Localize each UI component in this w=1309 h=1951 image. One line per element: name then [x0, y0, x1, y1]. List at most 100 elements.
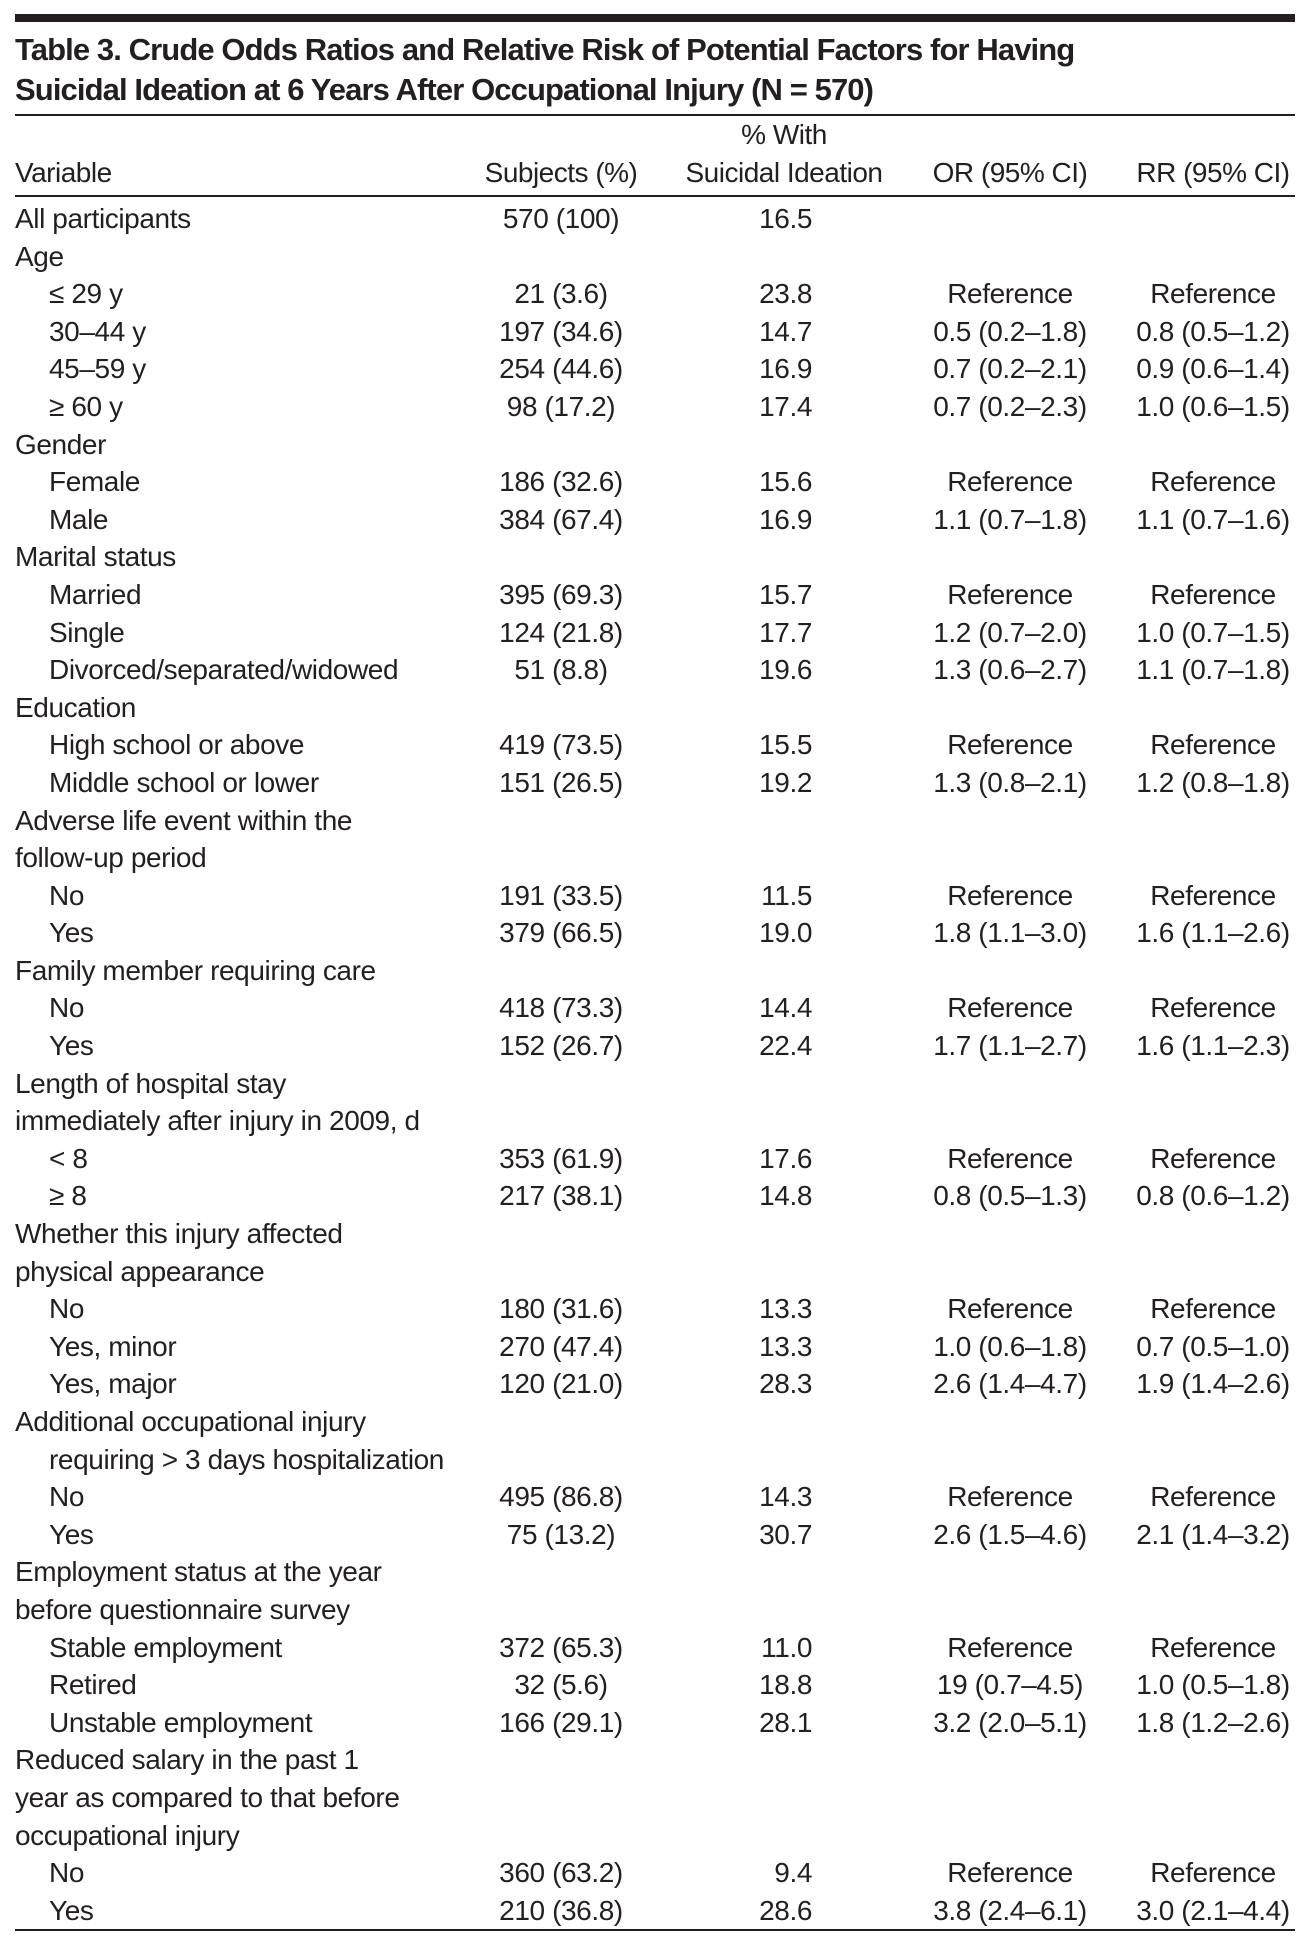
cell-rr: Reference: [1150, 466, 1276, 498]
cell-variable: ≥ 60 y: [49, 390, 123, 422]
cell-rr: 1.6 (1.1–2.3): [1136, 1030, 1290, 1062]
table-row: Family member requiring care: [0, 952, 1309, 990]
table-row: < 8 353 (61.9) 17.6 Reference Reference: [0, 1140, 1309, 1178]
cell-subjects: 419 (73.5): [499, 729, 623, 761]
cell-subjects: 120 (21.0): [499, 1368, 623, 1400]
cell-subjects: 152 (26.7): [499, 1030, 623, 1062]
cell-pct-suicidal-ideation: 17.4: [759, 390, 812, 422]
cell-subjects: 217 (38.1): [499, 1180, 623, 1212]
table-row: Education: [0, 689, 1309, 727]
table-row: Stable employment 372 (65.3) 11.0 Reference…: [0, 1629, 1309, 1667]
cell-variable: Male: [49, 503, 109, 535]
cell-variable: before questionnaire survey: [15, 1593, 350, 1625]
table-row: requiring > 3 days hospitalization: [0, 1441, 1309, 1479]
table-row: ≥ 8 217 (38.1) 14.8 0.8 (0.5–1.3) 0.8 (0.6–1…: [0, 1177, 1309, 1215]
table-row: Unstable employment 166 (29.1) 28.1 3.2 (2.…: [0, 1704, 1309, 1742]
cell-variable: Age: [15, 240, 64, 272]
cell-variable: Education: [15, 691, 136, 723]
cell-rr: 1.9 (1.4–2.6): [1136, 1368, 1290, 1400]
cell-or: Reference: [947, 1631, 1073, 1663]
table-title-line-2: Suicidal Ideation at 6 Years After Occup…: [15, 72, 874, 107]
cell-pct-suicidal-ideation: 11.0: [761, 1631, 812, 1663]
cell-variable: No: [49, 1293, 84, 1325]
table-row: Gender: [0, 426, 1309, 464]
table-row: Single 124 (21.8) 17.7 1.2 (0.7–2.0) 1.0 (0.…: [0, 614, 1309, 652]
cell-rr: 3.0 (2.1–4.4): [1136, 1894, 1290, 1926]
cell-variable: Retired: [49, 1669, 137, 1701]
cell-rr: 1.6 (1.1–2.6): [1136, 917, 1290, 949]
cell-or: 3.2 (2.0–5.1): [933, 1706, 1087, 1738]
cell-pct-suicidal-ideation: 15.5: [759, 729, 812, 761]
cell-rr: 0.9 (0.6–1.4): [1136, 353, 1290, 385]
header-rr: RR (95% CI): [1136, 157, 1290, 188]
cell-or: Reference: [947, 879, 1073, 911]
cell-pct-suicidal-ideation: 17.7: [759, 616, 812, 648]
cell-subjects: 51 (8.8): [514, 654, 608, 686]
table-row: occupational injury: [0, 1817, 1309, 1855]
header-subjects: Subjects (%): [484, 157, 638, 188]
cell-variable: Single: [49, 616, 125, 648]
cell-or: 0.8 (0.5–1.3): [933, 1180, 1087, 1212]
cell-variable: Family member requiring care: [15, 954, 376, 986]
cell-pct-suicidal-ideation: 16.9: [759, 353, 812, 385]
table-row: ≥ 60 y 98 (17.2) 17.4 0.7 (0.2–2.3) 1.0 (0.6…: [0, 388, 1309, 426]
cell-subjects: 21 (3.6): [514, 278, 608, 310]
cell-variable: Married: [49, 578, 142, 610]
cell-or: Reference: [947, 1142, 1073, 1174]
cell-pct-suicidal-ideation: 30.7: [759, 1518, 812, 1550]
cell-subjects: 180 (31.6): [499, 1293, 623, 1325]
cell-or: 0.5 (0.2–1.8): [933, 315, 1087, 347]
cell-rr: Reference: [1150, 879, 1276, 911]
header-variable: Variable: [15, 157, 112, 188]
cell-rr: Reference: [1150, 278, 1276, 310]
cell-pct-suicidal-ideation: 14.4: [759, 992, 812, 1024]
cell-pct-suicidal-ideation: 18.8: [759, 1669, 812, 1701]
cell-pct-suicidal-ideation: 28.1: [759, 1706, 812, 1738]
table-row: No 180 (31.6) 13.3 Reference Reference: [0, 1290, 1309, 1328]
cell-variable: immediately after injury in 2009, d: [15, 1105, 420, 1137]
cell-pct-suicidal-ideation: 28.6: [759, 1894, 812, 1926]
cell-pct-suicidal-ideation: 9.4: [774, 1857, 812, 1889]
cell-rr: Reference: [1150, 1631, 1276, 1663]
cell-rr: 1.8 (1.2–2.6): [1136, 1706, 1290, 1738]
cell-or: 1.1 (0.7–1.8): [933, 503, 1087, 535]
table-row: No 495 (86.8) 14.3 Reference Reference: [0, 1478, 1309, 1516]
cell-or: Reference: [947, 278, 1073, 310]
cell-pct-suicidal-ideation: 16.5: [759, 203, 812, 234]
table-bottom-rule: [15, 1929, 1295, 1931]
table-row: Yes, minor 270 (47.4) 13.3 1.0 (0.6–1.8) 0.7…: [0, 1328, 1309, 1366]
cell-rr: 1.0 (0.5–1.8): [1136, 1669, 1290, 1701]
cell-variable: Female: [49, 466, 140, 498]
cell-pct-suicidal-ideation: 19.6: [759, 654, 812, 686]
cell-variable: Length of hospital stay: [15, 1067, 286, 1099]
cell-variable: No: [49, 1481, 84, 1513]
cell-subjects: 124 (21.8): [499, 616, 623, 648]
table-row: Marital status: [0, 538, 1309, 576]
cell-rr: Reference: [1150, 1142, 1276, 1174]
cell-variable: ≥ 8: [49, 1180, 87, 1212]
cell-rr: 2.1 (1.4–3.2): [1136, 1518, 1290, 1550]
table-row: 30–44 y 197 (34.6) 14.7 0.5 (0.2–1.8) 0.8 (0…: [0, 313, 1309, 351]
cell-rr: 0.8 (0.6–1.2): [1136, 1180, 1290, 1212]
cell-rr: 0.8 (0.5–1.2): [1136, 315, 1290, 347]
cell-subjects: 254 (44.6): [499, 353, 623, 385]
cell-or: Reference: [947, 578, 1073, 610]
cell-or: 1.0 (0.6–1.8): [933, 1330, 1087, 1362]
cell-variable: 45–59 y: [49, 353, 146, 385]
cell-subjects: 395 (69.3): [499, 578, 623, 610]
cell-subjects: 360 (63.2): [499, 1857, 623, 1889]
table-row: Female 186 (32.6) 15.6 Reference Reference: [0, 463, 1309, 501]
table-row: Additional occupational injury: [0, 1403, 1309, 1441]
cell-variable: 30–44 y: [49, 315, 146, 347]
header-or: OR (95% CI): [932, 157, 1088, 188]
cell-variable: Unstable employment: [49, 1706, 313, 1738]
cell-variable: Yes: [49, 1518, 94, 1550]
cell-variable: High school or above: [49, 729, 305, 761]
header-bottom-rule: [15, 195, 1295, 197]
cell-pct-suicidal-ideation: 13.3: [759, 1330, 812, 1362]
cell-subjects: 495 (86.8): [499, 1481, 623, 1513]
table-row: physical appearance: [0, 1253, 1309, 1291]
table-row: Married 395 (69.3) 15.7 Reference Reference: [0, 576, 1309, 614]
cell-or: 1.8 (1.1–3.0): [933, 917, 1087, 949]
table-title-line-1: Table 3. Crude Odds Ratios and Relative …: [15, 32, 1075, 67]
